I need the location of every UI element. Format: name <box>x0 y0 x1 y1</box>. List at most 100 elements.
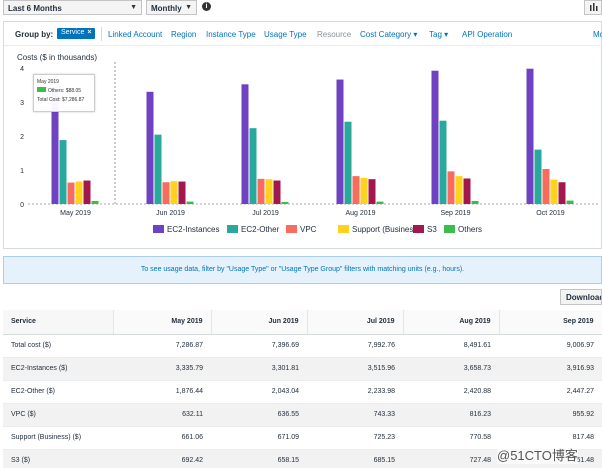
date-range-dropdown[interactable]: Last 6 Months ▼ <box>3 0 142 15</box>
legend-item[interactable]: VPC <box>286 225 316 234</box>
bar-ec2-other <box>59 140 67 204</box>
cost-table: Service May 2019 Jun 2019 Jul 2019 Aug 2… <box>3 310 602 468</box>
service-cell: EC2-Other ($) <box>3 380 113 404</box>
cost-cell: 725.23 <box>307 426 403 450</box>
bar-s3 <box>368 179 376 204</box>
bar-s3 <box>273 180 281 204</box>
cost-cell: 770.58 <box>403 426 499 450</box>
info-icon[interactable]: i <box>202 2 211 11</box>
cost-cell: 727.48 <box>403 449 499 468</box>
bar-others <box>566 200 574 204</box>
chevron-down-icon: ▼ <box>130 4 137 11</box>
bar-ec2-instances <box>241 84 249 204</box>
legend-swatch <box>444 225 455 233</box>
granularity-label: Monthly <box>151 4 182 13</box>
bar-chart-icon <box>590 3 598 11</box>
service-cell: VPC ($) <box>3 403 113 427</box>
legend-swatch <box>37 87 46 92</box>
tooltip-total: Total Cost: $7,286.87 <box>37 97 85 103</box>
bar-others <box>186 201 194 204</box>
cost-cell: 2,043.04 <box>211 380 307 404</box>
bar-support-business- <box>265 179 273 204</box>
legend-swatch <box>338 225 349 233</box>
cost-cell: 816.23 <box>403 403 499 427</box>
date-range-label: Last 6 Months <box>8 4 62 13</box>
group-by-linked-account[interactable]: Linked Account <box>108 30 163 39</box>
info-banner-text: To see usage data, filter by "Usage Type… <box>140 266 465 273</box>
legend-item[interactable]: EC2-Instances <box>153 225 219 234</box>
table-row: EC2-Instances ($) 3,335.79 3,301.81 3,515.9… <box>3 357 602 381</box>
watermark: @51CTO博客 <box>497 445 578 464</box>
legend-label: EC2-Other <box>241 225 280 234</box>
tooltip-series-row: Others: $88.05 <box>37 87 91 96</box>
bar-support-business- <box>455 176 463 204</box>
legend-swatch <box>286 225 297 233</box>
bar-others <box>376 201 384 204</box>
cost-cell: 743.33 <box>307 403 403 427</box>
bar-ec2-other <box>344 121 352 204</box>
table-header-row: Service May 2019 Jun 2019 Jul 2019 Aug 2… <box>3 310 602 335</box>
x-tick-label: Aug 2019 <box>346 210 376 217</box>
bar-others <box>471 200 479 204</box>
cost-cell: 955.92 <box>499 403 602 427</box>
column-header-month[interactable]: Aug 2019 <box>403 310 500 335</box>
legend-item[interactable]: S3 <box>413 225 437 234</box>
cost-cell: 8,491.61 <box>403 334 499 358</box>
y-axis-title: Costs ($ in thousands) <box>17 53 98 62</box>
column-header-month[interactable]: May 2019 <box>113 310 212 335</box>
cost-cell: 2,233.98 <box>307 380 403 404</box>
group-by-more[interactable]: Mc <box>593 30 602 39</box>
bar-ec2-instances <box>526 68 534 205</box>
group-by-cost-category[interactable]: Cost Category ▾ <box>360 30 418 39</box>
column-header-month[interactable]: Jun 2019 <box>211 310 308 335</box>
bar-s3 <box>178 181 186 204</box>
bar-s3 <box>463 178 471 204</box>
group-by-bar: Group by: Service × Linked Account Region… <box>4 22 602 46</box>
bar-vpc <box>352 176 360 204</box>
bar-vpc <box>542 168 550 204</box>
y-tick-label: 1 <box>20 168 24 175</box>
legend-swatch <box>153 225 164 233</box>
bar-ec2-other <box>534 149 542 204</box>
chevron-down-icon: ▼ <box>185 4 192 11</box>
tooltip-series: Others: $88.05 <box>48 88 82 94</box>
x-tick-label: Jul 2019 <box>252 210 279 217</box>
cost-cell: 685.15 <box>307 449 403 468</box>
group-by-resource: Resource <box>317 30 352 39</box>
group-by-api-operation[interactable]: API Operation <box>462 30 513 39</box>
x-tick-label: May 2019 <box>60 210 91 217</box>
legend-label: S3 <box>427 225 437 234</box>
group-by-region[interactable]: Region <box>171 30 197 39</box>
x-tick-label: Oct 2019 <box>536 210 565 217</box>
chart-panel: Group by: Service × Linked Account Region… <box>3 21 602 249</box>
cost-cell: 2,420.88 <box>403 380 499 404</box>
legend-item[interactable]: Support (Business) <box>338 225 420 234</box>
bar-ec2-other <box>439 120 447 204</box>
close-icon[interactable]: × <box>87 29 92 36</box>
chart-type-button[interactable] <box>584 0 602 15</box>
group-by-tag[interactable]: Tag ▾ <box>429 30 449 39</box>
column-header-month[interactable]: Sep 2019 <box>499 310 602 335</box>
column-header-month[interactable]: Jul 2019 <box>307 310 404 335</box>
column-header-service[interactable]: Service <box>3 310 114 335</box>
bar-vpc <box>257 178 265 204</box>
bar-ec2-other <box>249 128 257 204</box>
group-by-instance-type[interactable]: Instance Type <box>206 30 256 39</box>
granularity-dropdown[interactable]: Monthly ▼ <box>146 0 197 15</box>
legend-item[interactable]: Others <box>444 225 482 234</box>
y-tick-label: 0 <box>20 202 24 209</box>
legend-label: VPC <box>300 225 317 234</box>
download-button[interactable]: Download <box>560 289 602 305</box>
cost-cell: 7,286.87 <box>113 334 211 358</box>
bar-others <box>281 201 289 204</box>
bar-others <box>91 200 99 204</box>
cost-cell: 9,006.97 <box>499 334 602 358</box>
legend-item[interactable]: EC2-Other <box>227 225 279 234</box>
group-by-selected-pill[interactable]: Service × <box>57 28 96 39</box>
x-tick-label: Sep 2019 <box>441 210 471 217</box>
y-tick-label: 3 <box>20 100 24 107</box>
legend-label: Support (Business) <box>352 225 421 234</box>
group-by-usage-type[interactable]: Usage Type <box>264 30 307 39</box>
bar-ec2-instances <box>431 70 439 204</box>
bar-ec2-other <box>154 134 162 204</box>
